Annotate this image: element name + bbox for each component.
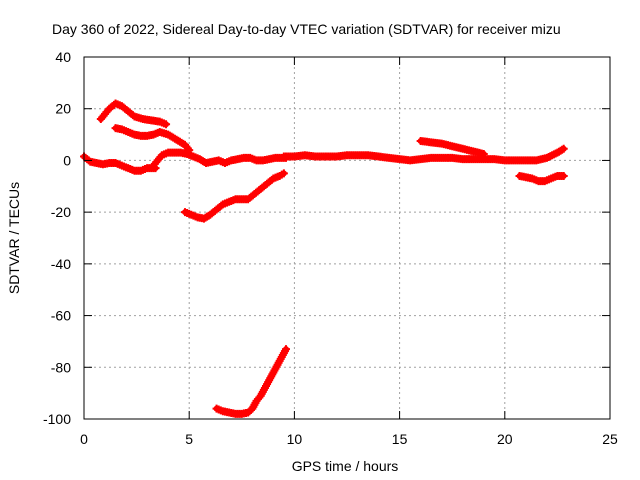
x-tick-label: 0 bbox=[80, 431, 88, 447]
grid bbox=[84, 57, 610, 419]
x-tick-label: 5 bbox=[185, 431, 193, 447]
y-tick-label: -80 bbox=[51, 359, 71, 375]
series-markers bbox=[279, 144, 568, 165]
series-arc-9 bbox=[515, 171, 568, 186]
x-tick-label: 25 bbox=[602, 431, 618, 447]
y-tick-label: 20 bbox=[55, 101, 71, 117]
axis-ticks: 40 20 0 -20 -40 -60 -80 -100 0 5 10 15 20 25 bbox=[43, 49, 618, 447]
series-arc-8 bbox=[416, 137, 488, 158]
series-arc-5 bbox=[180, 169, 288, 223]
y-tick-label: -20 bbox=[51, 204, 71, 220]
series-arc-2 bbox=[111, 124, 194, 155]
series-arc-7 bbox=[279, 144, 568, 165]
series-arc-6 bbox=[212, 345, 290, 418]
series-markers bbox=[212, 345, 290, 418]
series-markers bbox=[180, 169, 288, 223]
series-markers bbox=[96, 99, 171, 129]
y-tick-label: -100 bbox=[43, 411, 71, 427]
series-markers bbox=[416, 137, 488, 158]
series-arc-4 bbox=[149, 148, 290, 170]
plot-frame bbox=[83, 56, 611, 420]
chart-title: Day 360 of 2022, Sidereal Day-to-day VTE… bbox=[52, 21, 561, 37]
x-tick-label: 10 bbox=[287, 431, 303, 447]
series-arc-1 bbox=[96, 99, 171, 129]
series-markers bbox=[149, 148, 290, 170]
y-tick-label: -60 bbox=[51, 308, 71, 324]
data-series bbox=[80, 99, 568, 418]
y-tick-label: 0 bbox=[63, 152, 71, 168]
y-tick-label: -40 bbox=[51, 256, 71, 272]
series-markers bbox=[515, 171, 568, 186]
x-axis-label: GPS time / hours bbox=[292, 458, 399, 474]
y-tick-label: 40 bbox=[55, 49, 71, 65]
y-axis-label: SDTVAR / TECUs bbox=[6, 182, 22, 294]
x-tick-label: 15 bbox=[392, 431, 408, 447]
x-tick-label: 20 bbox=[497, 431, 513, 447]
series-markers bbox=[111, 124, 194, 155]
